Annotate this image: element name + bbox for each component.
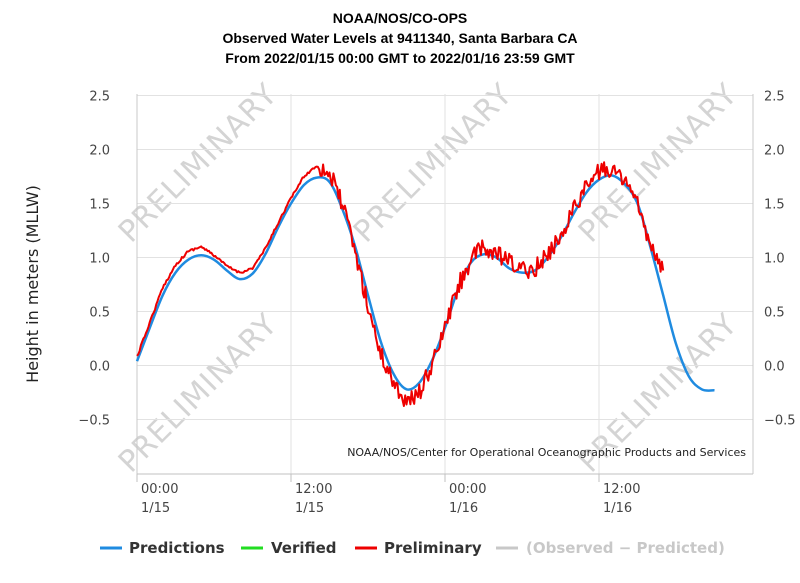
legend-label-verified: Verified xyxy=(271,539,337,557)
y-tick-label-right: 1.5 xyxy=(764,198,785,213)
gridlines xyxy=(136,94,754,474)
legend: Predictions Verified Preliminary (Observ… xyxy=(100,539,725,557)
y-tick-label-left: 0.5 xyxy=(89,306,110,321)
y-tick-label-left: 2.0 xyxy=(89,144,110,159)
y-tick-label-left: 0.0 xyxy=(89,360,110,375)
y-axis-left: 2.5 2.0 1.5 1.0 0.5 0.0 −0.5 xyxy=(78,90,110,429)
legend-label-predictions: Predictions xyxy=(129,539,225,557)
y-tick-label-right: 2.0 xyxy=(764,144,785,159)
legend-label-difference: (Observed − Predicted) xyxy=(526,539,725,557)
series-layer xyxy=(135,161,715,407)
x-tick-label-date: 1/15 xyxy=(295,501,324,516)
credit-text: NOAA/NOS/Center for Operational Oceanogr… xyxy=(347,446,746,459)
legend-item-preliminary[interactable]: Preliminary xyxy=(355,539,482,557)
x-tick-label-time: 00:00 xyxy=(449,482,486,497)
x-tick-label-date: 1/16 xyxy=(449,501,478,516)
x-axis: 00:00 1/15 12:00 1/15 00:00 1/16 12:00 1/16 xyxy=(136,473,753,516)
x-tick-label-date: 1/15 xyxy=(141,501,170,516)
y-tick-label-right: 2.5 xyxy=(764,90,785,105)
x-tick-label-time: 12:00 xyxy=(603,482,640,497)
y-tick-label-right: 1.0 xyxy=(764,252,785,267)
y-axis-right: 2.5 2.0 1.5 1.0 0.5 0.0 −0.5 xyxy=(764,90,796,429)
legend-item-difference[interactable]: (Observed − Predicted) xyxy=(496,539,725,557)
y-tick-label-right: 0.5 xyxy=(764,306,785,321)
legend-item-predictions[interactable]: Predictions xyxy=(100,539,225,557)
title-line-1: NOAA/NOS/CO-OPS xyxy=(333,10,468,26)
y-tick-label-left: 1.0 xyxy=(89,252,110,267)
y-tick-label-right: −0.5 xyxy=(764,414,796,429)
x-tick-label-time: 12:00 xyxy=(295,482,332,497)
y-tick-label-left: 1.5 xyxy=(89,198,110,213)
legend-label-preliminary: Preliminary xyxy=(384,539,482,557)
chart-title: NOAA/NOS/CO-OPS Observed Water Levels at… xyxy=(222,10,577,66)
title-line-2: Observed Water Levels at 9411340, Santa … xyxy=(222,30,577,46)
legend-item-verified[interactable]: Verified xyxy=(241,539,337,557)
series-line-preliminary xyxy=(136,161,665,407)
x-tick-label-date: 1/16 xyxy=(603,501,632,516)
x-tick-label-time: 00:00 xyxy=(141,482,178,497)
y-axis-label: Height in meters (MLLW) xyxy=(23,185,42,383)
title-line-3: From 2022/01/15 00:00 GMT to 2022/01/16 … xyxy=(225,50,575,66)
y-tick-label-left: −0.5 xyxy=(78,414,110,429)
y-tick-label-left: 2.5 xyxy=(89,90,110,105)
y-tick-label-right: 0.0 xyxy=(764,360,785,375)
